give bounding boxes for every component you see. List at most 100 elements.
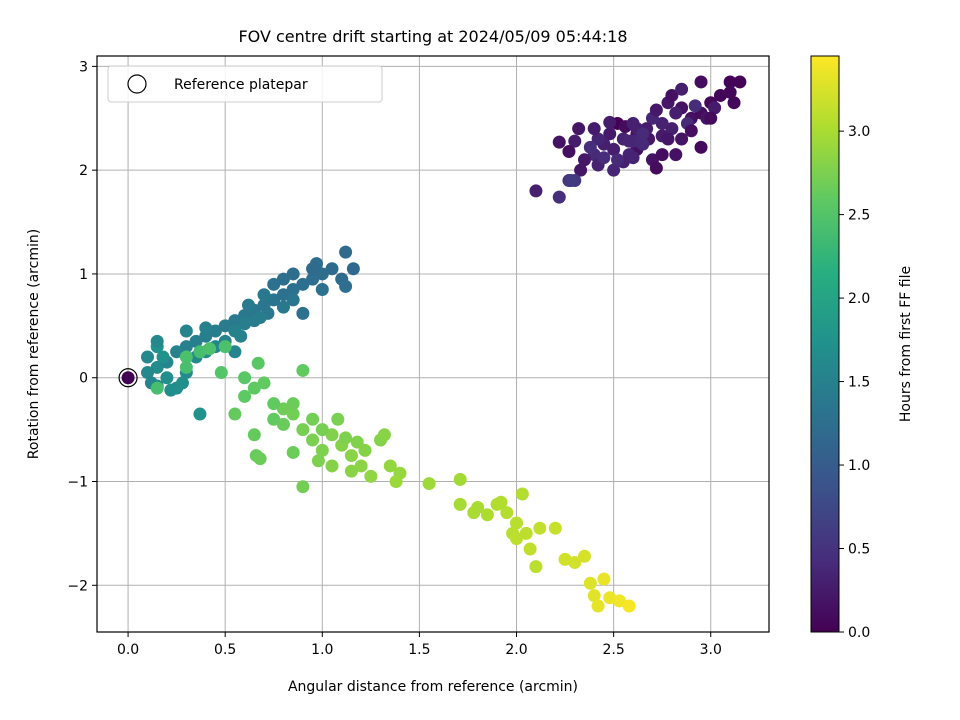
data-point bbox=[684, 124, 698, 138]
data-point bbox=[655, 148, 669, 162]
data-point bbox=[214, 366, 228, 380]
data-point bbox=[251, 356, 265, 370]
data-point bbox=[257, 288, 271, 302]
reference-marker bbox=[118, 368, 138, 388]
data-point bbox=[649, 161, 663, 175]
data-point bbox=[636, 137, 650, 151]
data-point bbox=[296, 306, 310, 320]
data-point bbox=[688, 99, 702, 113]
data-point bbox=[383, 459, 397, 473]
data-point bbox=[315, 443, 329, 457]
data-point bbox=[626, 116, 640, 130]
data-point bbox=[574, 163, 588, 177]
data-point bbox=[358, 443, 372, 457]
data-point bbox=[315, 267, 329, 281]
colorbar-tick-label: 1.0 bbox=[848, 458, 870, 474]
data-point bbox=[471, 500, 485, 514]
data-point bbox=[276, 288, 290, 302]
data-point bbox=[150, 381, 164, 395]
data-point bbox=[422, 477, 436, 491]
data-point bbox=[480, 508, 494, 522]
data-point bbox=[603, 127, 617, 141]
legend-marker-icon bbox=[127, 74, 147, 94]
data-point bbox=[179, 324, 193, 338]
reference-platepar-marker bbox=[118, 368, 138, 388]
data-point bbox=[339, 245, 353, 259]
x-tick-label: 3.0 bbox=[700, 642, 722, 658]
legend-entry-reference: Reference platepar bbox=[174, 77, 308, 93]
data-point bbox=[453, 472, 467, 486]
data-point bbox=[344, 464, 358, 478]
x-tick-label: 0.0 bbox=[117, 642, 139, 658]
data-point bbox=[500, 506, 514, 520]
data-point bbox=[577, 153, 591, 167]
data-point bbox=[364, 469, 378, 483]
data-point bbox=[286, 407, 300, 421]
data-point bbox=[519, 526, 533, 540]
data-point bbox=[286, 283, 300, 297]
data-point bbox=[723, 85, 737, 99]
data-point bbox=[622, 134, 636, 148]
data-point bbox=[562, 144, 576, 158]
y-tick-label: 2 bbox=[79, 163, 88, 179]
data-point bbox=[170, 345, 184, 359]
colorbar-tick-label: 0.0 bbox=[848, 625, 870, 641]
data-point bbox=[193, 407, 207, 421]
data-point bbox=[649, 103, 663, 117]
data-point bbox=[164, 383, 178, 397]
data-point bbox=[238, 389, 252, 403]
legend: Reference platepar bbox=[107, 65, 383, 103]
reference-point bbox=[121, 371, 135, 385]
data-point bbox=[733, 75, 747, 89]
data-point bbox=[296, 423, 310, 437]
data-point bbox=[306, 433, 320, 447]
data-point bbox=[253, 452, 267, 466]
data-point bbox=[189, 334, 203, 348]
data-point bbox=[306, 412, 320, 426]
data-point bbox=[568, 555, 582, 569]
data-point bbox=[247, 381, 261, 395]
chart-title: FOV centre drift starting at 2024/05/09 … bbox=[238, 27, 627, 46]
data-point bbox=[587, 589, 601, 603]
data-point bbox=[257, 376, 271, 390]
data-point bbox=[150, 334, 164, 348]
data-point bbox=[238, 317, 252, 331]
data-point bbox=[247, 428, 261, 442]
data-point bbox=[669, 106, 683, 120]
data-point bbox=[510, 516, 524, 530]
data-point bbox=[267, 293, 281, 307]
x-axis-label: Angular distance from reference (arcmin) bbox=[288, 679, 578, 695]
data-point bbox=[315, 423, 329, 437]
data-point bbox=[156, 350, 170, 364]
y-tick-label: 0 bbox=[79, 371, 88, 387]
colorbar-ticks: 0.0 0.5 1.0 1.5 2.0 2.5 3.0 bbox=[839, 124, 870, 641]
data-point bbox=[529, 184, 543, 198]
data-point bbox=[354, 459, 368, 473]
data-point bbox=[218, 340, 232, 354]
data-point bbox=[311, 454, 325, 468]
data-points bbox=[140, 75, 747, 613]
data-point bbox=[675, 132, 689, 146]
data-point bbox=[286, 293, 300, 307]
data-point bbox=[267, 277, 281, 291]
data-point bbox=[548, 521, 562, 535]
data-point bbox=[150, 360, 164, 374]
data-point bbox=[331, 412, 345, 426]
data-point bbox=[723, 75, 737, 89]
data-point bbox=[597, 151, 611, 165]
data-point bbox=[611, 153, 625, 167]
data-point bbox=[296, 480, 310, 494]
data-point bbox=[552, 135, 566, 149]
data-point bbox=[377, 428, 391, 442]
data-point bbox=[346, 262, 360, 276]
data-point bbox=[276, 300, 290, 314]
data-point bbox=[708, 101, 722, 115]
data-point bbox=[552, 190, 566, 204]
colorbar-tick-label: 2.5 bbox=[848, 208, 870, 224]
y-tick-label: −1 bbox=[67, 475, 88, 491]
data-point bbox=[704, 111, 718, 125]
y-tick-label: 1 bbox=[79, 267, 88, 283]
y-tick-label: 3 bbox=[79, 59, 88, 75]
data-point bbox=[286, 445, 300, 459]
